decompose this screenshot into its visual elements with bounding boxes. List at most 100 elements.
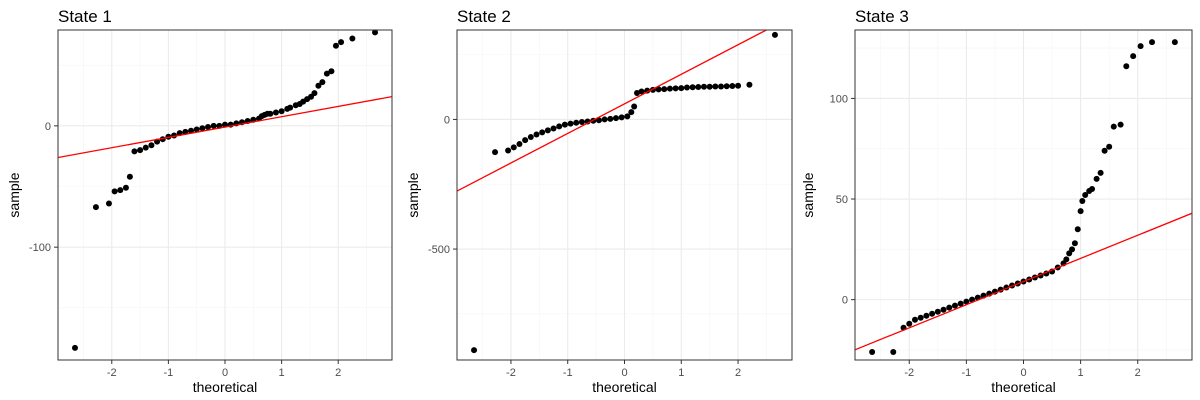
x-axis-label: theoretical	[991, 379, 1056, 395]
data-point	[746, 81, 753, 88]
chart-panel-2: -2 -1 0 1 2 0 -500 State 2 theoretical sample	[405, 7, 793, 395]
data-point	[735, 82, 742, 89]
y-tick-label: -500	[428, 244, 450, 256]
y-tick-label: 50	[836, 194, 848, 206]
data-point	[951, 302, 958, 309]
data-point	[578, 119, 585, 126]
data-point	[869, 348, 876, 355]
data-point	[1110, 123, 1117, 130]
data-point	[890, 348, 897, 355]
x-tick-label: 0	[1020, 367, 1026, 379]
x-tick-label: 1	[279, 367, 285, 379]
data-point	[338, 39, 345, 46]
data-point	[923, 312, 930, 319]
data-point	[332, 42, 339, 49]
data-point	[550, 125, 557, 132]
data-point	[1117, 121, 1124, 128]
data-point	[729, 82, 736, 89]
data-point	[1089, 185, 1096, 192]
x-tick-label: -2	[904, 367, 914, 379]
x-tick-label: 2	[735, 367, 741, 379]
y-axis-label: sample	[800, 172, 816, 217]
data-point	[723, 83, 730, 90]
data-point	[661, 86, 668, 93]
data-point	[319, 79, 326, 86]
data-point	[638, 88, 645, 95]
data-point	[672, 85, 679, 92]
x-axis-label: theoretical	[193, 379, 258, 395]
x-tick-label: 1	[678, 367, 684, 379]
data-point	[311, 90, 318, 97]
data-point	[1063, 256, 1070, 263]
data-point	[633, 89, 640, 96]
data-point	[700, 83, 707, 90]
x-tick-label: 0	[222, 367, 228, 379]
data-point	[567, 120, 574, 127]
data-point	[372, 29, 379, 36]
data-point	[706, 83, 713, 90]
data-point	[601, 116, 608, 123]
data-point	[349, 35, 356, 42]
y-tick-label: 100	[830, 93, 848, 105]
data-point	[607, 115, 614, 122]
data-point	[92, 204, 99, 211]
data-point	[911, 316, 918, 323]
data-point	[278, 108, 285, 115]
data-point	[522, 137, 529, 144]
data-point	[695, 84, 702, 91]
y-axis-label: sample	[405, 172, 421, 217]
reference-line	[457, 30, 768, 192]
x-tick-label: 2	[1135, 367, 1141, 379]
x-tick-label: 0	[621, 367, 627, 379]
data-point	[516, 141, 523, 148]
data-point	[963, 298, 970, 305]
data-point	[666, 85, 673, 92]
data-point	[272, 109, 279, 116]
data-point	[957, 300, 964, 307]
data-point	[1077, 208, 1084, 215]
data-point	[940, 306, 947, 313]
data-point	[1101, 147, 1108, 154]
data-point	[117, 187, 124, 194]
data-point	[539, 129, 546, 136]
y-tick-label: 0	[444, 114, 450, 126]
data-point	[917, 314, 924, 321]
data-point	[1079, 198, 1086, 205]
data-point	[315, 82, 322, 89]
data-point	[689, 84, 696, 91]
x-tick-label: 2	[335, 367, 341, 379]
data-point	[631, 103, 638, 110]
y-tick-label: 0	[842, 295, 848, 307]
data-point	[929, 310, 936, 317]
data-point	[1082, 192, 1089, 198]
data-point	[1071, 240, 1078, 247]
data-point	[771, 31, 778, 38]
data-point	[683, 84, 690, 91]
data-point	[1149, 39, 1156, 46]
data-point	[624, 113, 631, 120]
data-point	[131, 148, 138, 155]
data-point	[561, 121, 568, 128]
data-point	[148, 142, 155, 149]
data-point	[71, 344, 78, 351]
data-point	[142, 144, 149, 151]
data-point	[1130, 53, 1137, 60]
data-point	[946, 304, 953, 311]
data-point	[1097, 169, 1104, 176]
chart-panel-3: -2 -1 0 1 2 100 50 0 State 3 theoretical sample	[800, 7, 1193, 395]
y-axis-label: sample	[6, 172, 22, 217]
x-tick-label: -1	[163, 367, 173, 379]
data-point	[1069, 246, 1076, 253]
chart-title: State 2	[457, 7, 511, 26]
data-point	[1074, 226, 1081, 233]
data-point	[323, 70, 330, 77]
data-point	[122, 184, 129, 191]
data-point	[556, 123, 563, 130]
data-point	[527, 134, 534, 141]
data-point	[1106, 143, 1113, 150]
x-tick-label: 1	[1078, 367, 1084, 379]
data-point	[510, 144, 517, 151]
chart-title: State 1	[58, 7, 112, 26]
data-point	[188, 127, 195, 134]
